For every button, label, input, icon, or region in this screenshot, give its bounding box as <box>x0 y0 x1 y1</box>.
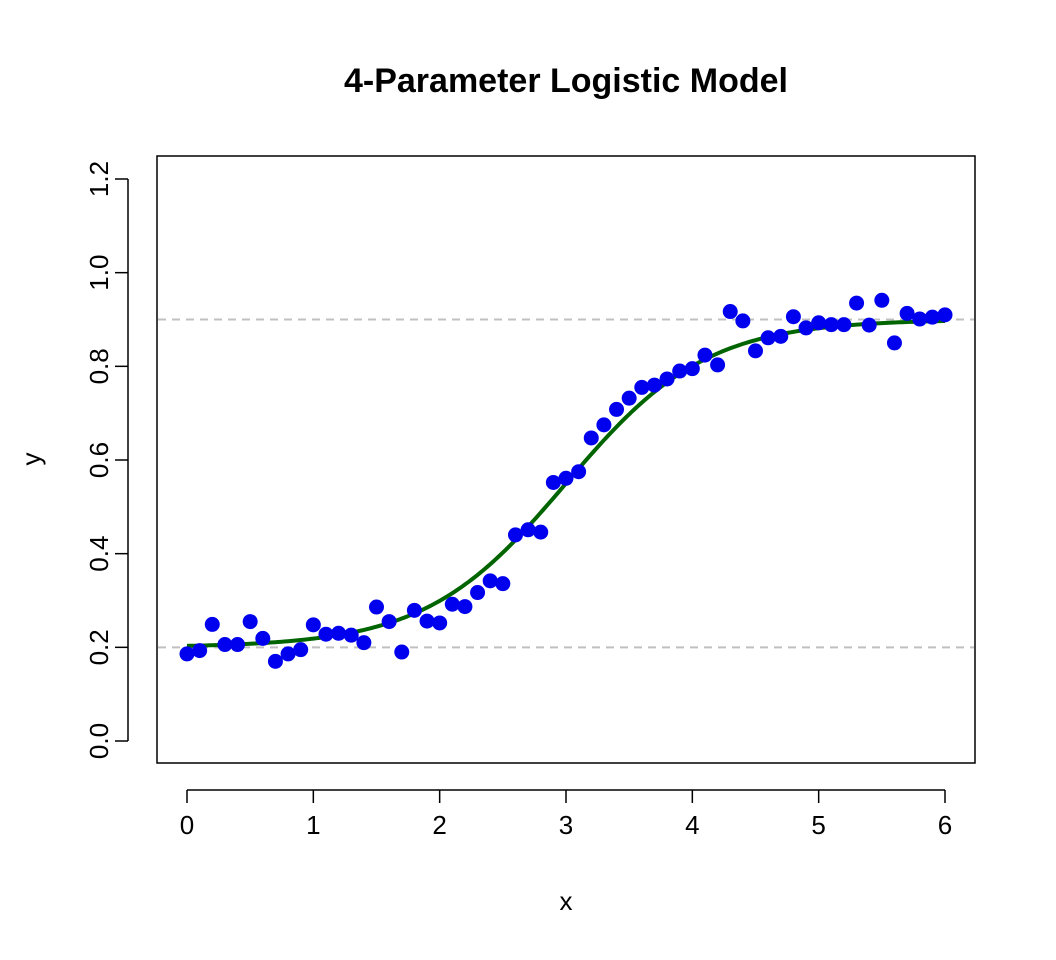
data-point <box>293 642 309 658</box>
data-point <box>672 363 688 379</box>
data-point <box>823 317 839 333</box>
data-point <box>874 292 890 308</box>
data-point <box>369 599 384 615</box>
data-point <box>457 599 473 615</box>
data-point <box>305 617 321 633</box>
data-point <box>204 616 220 632</box>
data-point <box>495 576 511 592</box>
data-point <box>697 347 713 363</box>
x-tick-label: 1 <box>306 810 320 840</box>
x-tick-label: 2 <box>432 810 446 840</box>
data-point <box>520 522 536 538</box>
data-point <box>710 357 726 373</box>
data-point <box>217 637 233 653</box>
data-point <box>748 343 763 359</box>
data-points <box>179 292 953 669</box>
x-axis-title: x <box>560 886 573 916</box>
data-point <box>634 379 650 395</box>
data-point <box>924 309 940 325</box>
data-point <box>267 653 283 669</box>
data-point <box>836 317 852 333</box>
data-point <box>646 377 662 393</box>
plot-frame <box>156 155 976 764</box>
data-point <box>760 330 776 346</box>
data-point <box>811 315 827 331</box>
y-axis-title: y <box>16 453 46 466</box>
data-point <box>470 585 486 601</box>
x-tick-label: 5 <box>811 810 825 840</box>
data-point <box>356 635 372 651</box>
y-tick-label: 0.4 <box>84 536 114 572</box>
data-point <box>343 627 359 643</box>
data-point <box>722 304 738 320</box>
data-point <box>331 625 347 641</box>
data-point <box>596 417 612 433</box>
data-point <box>394 644 410 660</box>
data-point <box>886 335 902 351</box>
y-tick-label: 0.2 <box>84 629 114 665</box>
data-point <box>419 613 435 629</box>
y-tick-label: 1.2 <box>84 161 114 197</box>
x-tick-label: 0 <box>180 810 194 840</box>
data-point <box>937 307 953 323</box>
data-point <box>533 524 549 540</box>
data-point <box>849 295 865 311</box>
data-point <box>406 602 422 618</box>
data-point <box>242 614 258 630</box>
data-point <box>899 305 915 321</box>
data-point <box>621 390 637 406</box>
data-point <box>192 643 208 659</box>
y-tick-label: 0.8 <box>84 348 114 384</box>
y-tick-label: 0.0 <box>84 723 114 759</box>
data-point <box>571 464 587 480</box>
data-point <box>432 615 448 631</box>
data-point <box>507 527 523 543</box>
data-point <box>545 474 561 490</box>
data-point <box>280 646 296 662</box>
data-point <box>255 630 271 646</box>
y-tick-label: 1.0 <box>84 255 114 291</box>
data-point <box>861 317 877 333</box>
x-axis: 0 1 2 3 4 5 6 <box>180 789 952 840</box>
y-tick-label: 0.6 <box>84 442 114 478</box>
data-point <box>735 313 751 329</box>
data-point <box>773 328 789 344</box>
data-point <box>912 311 928 327</box>
data-point <box>179 646 195 662</box>
y-axis: 0.0 0.2 0.4 0.6 0.8 1.0 1.2 <box>84 161 129 759</box>
data-point <box>609 401 625 417</box>
data-point <box>785 309 801 325</box>
data-point <box>798 320 814 336</box>
x-tick-label: 3 <box>559 810 573 840</box>
data-point <box>558 470 574 486</box>
data-point <box>659 371 675 387</box>
data-point <box>684 361 700 377</box>
reference-lines <box>158 318 974 649</box>
data-point <box>318 626 334 642</box>
data-point <box>482 573 498 589</box>
x-tick-label: 4 <box>685 810 699 840</box>
data-point <box>444 596 460 612</box>
data-point <box>583 430 599 446</box>
data-point <box>230 637 246 653</box>
data-point <box>381 614 397 630</box>
chart-title: 4-Parameter Logistic Model <box>344 62 788 100</box>
x-tick-label: 6 <box>938 810 952 840</box>
